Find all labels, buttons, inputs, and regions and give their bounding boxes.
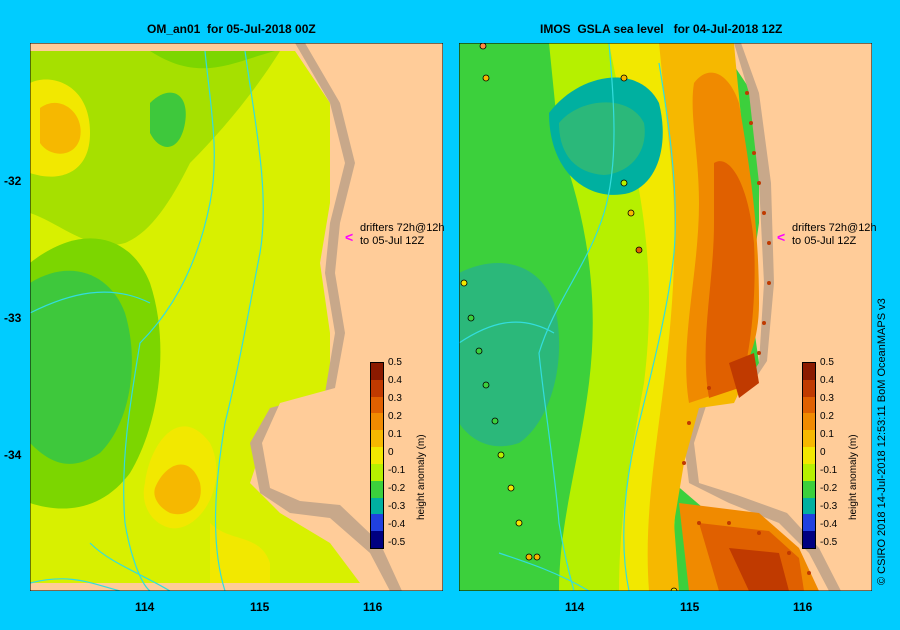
colorbar-tick: 0.3 bbox=[820, 393, 834, 404]
credit-text: © CSIRO 2018 14-Jul-2018 12:53:11 BoM Oc… bbox=[876, 298, 888, 585]
panel-title-left: OM_an01 for 05-Jul-2018 00Z bbox=[147, 22, 316, 36]
colorbar-tick: -0.2 bbox=[820, 483, 838, 494]
colorbar-tick: 0.4 bbox=[388, 375, 402, 386]
colorbar-tick: 0 bbox=[388, 447, 394, 458]
colorbar-tick: 0.2 bbox=[820, 411, 834, 422]
colorbar-tick: 0.5 bbox=[820, 357, 834, 368]
colorbar-tick: 0.2 bbox=[388, 411, 402, 422]
lat-tick-label: -34 bbox=[4, 448, 22, 462]
colorbar-tick: 0.4 bbox=[820, 375, 834, 386]
lon-tick-label: 115 bbox=[680, 600, 700, 614]
lat-tick-label: -33 bbox=[4, 311, 22, 325]
colorbar-tick: -0.3 bbox=[388, 501, 406, 512]
colorbar-tick: -0.4 bbox=[388, 519, 406, 530]
drifter-arrow-right: < bbox=[777, 229, 786, 245]
colorbar-tick: 0.1 bbox=[388, 429, 402, 440]
lon-tick-label: 114 bbox=[565, 600, 585, 614]
map-left bbox=[30, 43, 443, 591]
lon-tick-label: 114 bbox=[135, 600, 155, 614]
lat-tick-label: -32 bbox=[4, 174, 22, 188]
colorbar-tick: -0.1 bbox=[820, 465, 838, 476]
colorbar-right bbox=[802, 362, 816, 549]
drifters-label-left: drifters 72h@12h to 05-Jul 12Z bbox=[360, 222, 445, 248]
drifters-label-right: drifters 72h@12h to 05-Jul 12Z bbox=[792, 222, 877, 248]
panel-title-right: IMOS GSLA sea level for 04-Jul-2018 12Z bbox=[540, 22, 783, 36]
drifters-line1: drifters 72h@12h bbox=[792, 222, 877, 234]
drifters-line2: to 05-Jul 12Z bbox=[360, 235, 425, 247]
colorbar-tick: -0.3 bbox=[820, 501, 838, 512]
drifter-arrow-left: < bbox=[345, 229, 354, 245]
colorbar-tick: 0.3 bbox=[388, 393, 402, 404]
colorbar-tick: -0.1 bbox=[388, 465, 406, 476]
colorbar-left bbox=[370, 362, 384, 549]
drifters-line2: to 05-Jul 12Z bbox=[792, 235, 857, 247]
colorbar-tick: -0.5 bbox=[820, 537, 838, 548]
colorbar-label-right: height anomaly (m) bbox=[848, 434, 859, 520]
colorbar-tick: -0.4 bbox=[820, 519, 838, 530]
lon-tick-label: 115 bbox=[250, 600, 270, 614]
lon-tick-label: 116 bbox=[793, 600, 813, 614]
colorbar-tick: -0.5 bbox=[388, 537, 406, 548]
colorbar-tick: 0.1 bbox=[820, 429, 834, 440]
drifters-line1: drifters 72h@12h bbox=[360, 222, 445, 234]
colorbar-label-left: height anomaly (m) bbox=[416, 434, 427, 520]
colorbar-tick: -0.2 bbox=[388, 483, 406, 494]
colorbar-tick: 0 bbox=[820, 447, 826, 458]
lon-tick-label: 116 bbox=[363, 600, 383, 614]
colorbar-tick: 0.5 bbox=[388, 357, 402, 368]
